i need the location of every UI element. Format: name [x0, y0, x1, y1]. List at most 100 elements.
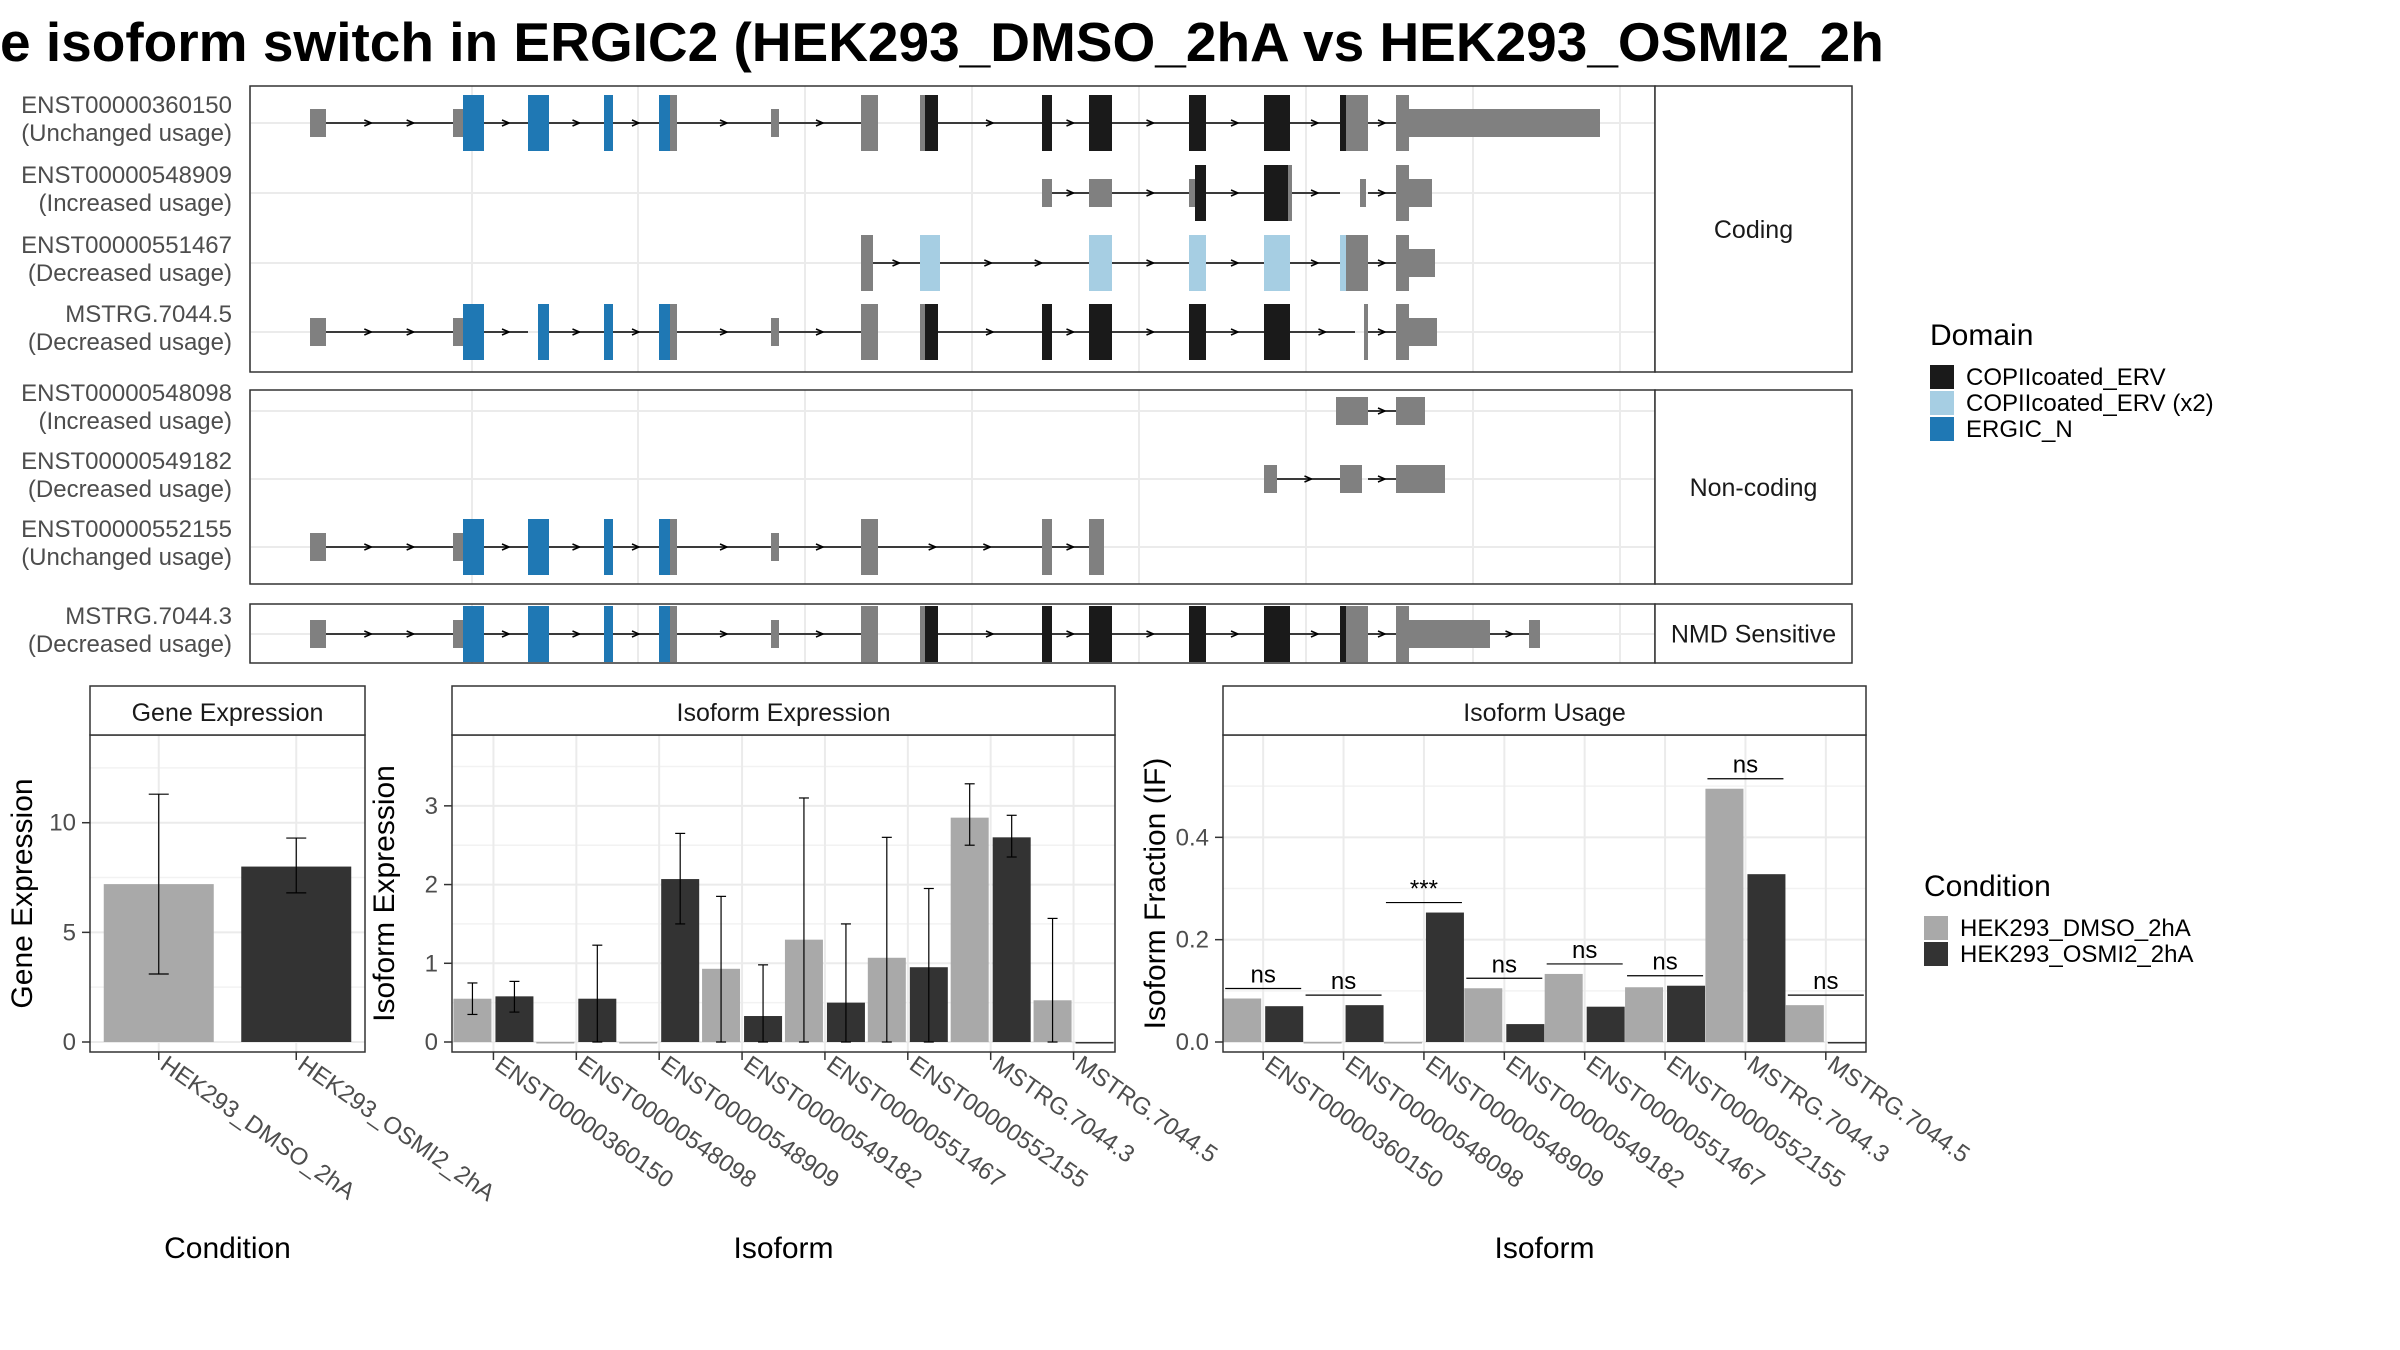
transcript-id-label: ENST00000548909: [21, 162, 232, 189]
intron-arrow: [983, 543, 993, 551]
intron-arrow: [1310, 119, 1320, 127]
transcript-row: ENST00000360150(Unchanged usage): [21, 92, 1600, 151]
intron-arrow: [985, 328, 995, 336]
transcript-row: ENST00000548098(Increased usage): [21, 380, 1425, 435]
y-tick-label: 5: [63, 919, 76, 946]
y-axis-title: Gene Expression: [6, 778, 39, 1008]
intron-arrow: [1146, 189, 1156, 197]
exon-block: [604, 519, 613, 575]
panel-strip: [1654, 389, 1853, 585]
exon-block: [1189, 606, 1206, 662]
exon-block: [861, 304, 878, 360]
exon-block: [1396, 95, 1409, 151]
intron-arrow: [406, 119, 416, 127]
intron-arrow: [406, 630, 416, 638]
bar: [619, 1042, 658, 1044]
intron-arrow: [1230, 119, 1240, 127]
exon-block: [1346, 95, 1368, 151]
exon-block: [1340, 95, 1346, 151]
exon-block: [1409, 109, 1600, 137]
transcript-usage-label: (Increased usage): [39, 190, 232, 217]
panel-strip: [1654, 85, 1853, 373]
intron-arrow: [1377, 407, 1387, 415]
domain-legend-swatch: [1930, 391, 1954, 415]
x-tick-label: MSTRG.7044.5: [1070, 1051, 1222, 1169]
transcript-row: ENST00000552155(Unchanged usage): [21, 516, 1104, 575]
bar: [1223, 998, 1262, 1042]
intron-arrow: [719, 543, 729, 551]
intron-arrow: [572, 543, 582, 551]
transcript-row: MSTRG.7044.3(Decreased usage): [28, 603, 1540, 662]
bar: [1265, 1006, 1304, 1042]
transcript-id-label: MSTRG.7044.3: [65, 603, 232, 630]
exon-block: [310, 620, 326, 648]
intron-arrow: [501, 630, 511, 638]
exon-block: [1396, 606, 1409, 662]
bar-charts: Gene Expression0510HEK293_DMSO_2hAHEK293…: [6, 685, 1974, 1265]
exon-block: [1189, 95, 1206, 151]
exon-block: [925, 304, 938, 360]
significance-label: ***: [1410, 876, 1438, 903]
intron-arrow: [1505, 630, 1515, 638]
exon-block: [1042, 179, 1052, 207]
transcript-id-label: ENST00000549182: [21, 448, 232, 475]
y-tick-label: 10: [49, 810, 76, 837]
y-axis-title: Isoform Expression: [368, 765, 401, 1022]
exon-block: [1364, 304, 1368, 360]
exon-block: [861, 606, 878, 662]
transcript-row: MSTRG.7044.5(Decreased usage): [28, 301, 1437, 360]
structure-panel-nmd-sensitive: NMD Sensitive MSTRG.7044.3(Decreased usag…: [28, 603, 1853, 664]
domain-legend-label: COPIIcoated_ERV: [1966, 364, 2166, 391]
exon-block: [1264, 235, 1290, 291]
transcript-row: ENST00000551467(Decreased usage): [21, 232, 1435, 291]
exon-block: [1089, 179, 1112, 207]
intron-arrow: [1146, 328, 1156, 336]
bar: [1464, 988, 1503, 1042]
exon-block: [920, 95, 925, 151]
facet-strip: [89, 685, 366, 736]
exon-block: [463, 304, 484, 360]
intron-arrow: [892, 259, 902, 267]
intron-arrow: [631, 630, 641, 638]
intron-arrow: [572, 328, 582, 336]
intron-arrow: [815, 119, 825, 127]
intron-arrow: [1066, 328, 1076, 336]
intron-arrow: [985, 630, 995, 638]
significance-label: ns: [1652, 949, 1677, 976]
exon-block: [659, 95, 670, 151]
exon-block: [861, 95, 878, 151]
domain-legend-swatch: [1930, 365, 1954, 389]
intron-arrow: [1377, 630, 1387, 638]
y-tick-label: 0.2: [1176, 927, 1209, 954]
condition-legend-label: HEK293_OSMI2_2hA: [1960, 941, 2193, 968]
facet-strip: [1222, 685, 1867, 736]
transcript-id-label: ENST00000551467: [21, 232, 232, 259]
intron-arrow: [364, 543, 374, 551]
exon-block: [604, 606, 613, 662]
bar: [1544, 973, 1583, 1042]
facet-strip: [451, 685, 1116, 736]
exon-block: [1195, 165, 1206, 221]
intron-arrow: [1146, 259, 1156, 267]
panel-strip-label: Coding: [1714, 216, 1793, 244]
transcript-usage-label: (Decreased usage): [28, 260, 232, 287]
exon-block: [771, 109, 779, 137]
intron-arrow: [1304, 475, 1314, 483]
exon-block: [1264, 304, 1290, 360]
y-tick-label: 1: [425, 950, 438, 977]
y-tick-label: 3: [425, 793, 438, 820]
exon-block: [771, 620, 779, 648]
facet-strip-label: Isoform Expression: [677, 699, 891, 727]
significance-label: ns: [1331, 968, 1356, 995]
intron-arrow: [501, 119, 511, 127]
intron-arrow: [1230, 328, 1240, 336]
intron-arrow: [364, 119, 374, 127]
transcript-id-label: ENST00000548098: [21, 380, 232, 407]
significance-label: ns: [1251, 962, 1276, 989]
intron-arrow: [1377, 189, 1387, 197]
intron-arrow: [815, 328, 825, 336]
exon-block: [861, 235, 873, 291]
exon-block: [453, 620, 463, 648]
